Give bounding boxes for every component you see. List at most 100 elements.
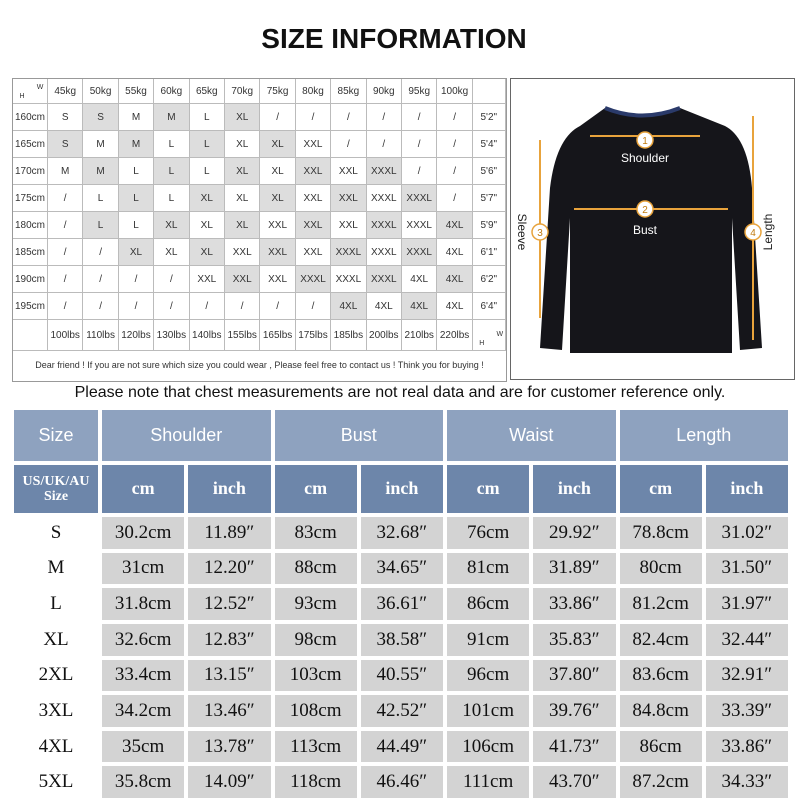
size-cell: S <box>83 104 119 131</box>
measurement: 42.52″ <box>358 693 445 729</box>
pounds: 200lbs <box>366 320 402 351</box>
size-cell: XXXL <box>366 158 402 185</box>
feet: 5'6" <box>472 158 506 185</box>
label-circle <box>531 223 549 241</box>
sub-header: inch <box>186 463 273 515</box>
measurement: 39.76″ <box>531 693 618 729</box>
measurement: 33.86″ <box>703 728 790 765</box>
measurement: 88cm <box>272 550 359 587</box>
size-cell: / <box>437 104 473 131</box>
size-cell: XXXL <box>366 239 402 266</box>
measurement: 111cm <box>445 764 532 800</box>
size-cell: M <box>118 104 155 131</box>
measurement: 12.20″ <box>186 550 273 587</box>
measurement: 86cm <box>617 728 704 765</box>
size-cell: / <box>83 239 119 266</box>
measurement: 13.15″ <box>186 657 273 694</box>
size-table: Size Shoulder Bust Waist Length US/UK/AU Size… <box>12 408 790 800</box>
collar <box>604 106 681 118</box>
size-cell: L <box>118 185 155 212</box>
size-cell: / <box>48 266 84 293</box>
size-cell: XL <box>189 239 225 266</box>
weight: 90kg <box>366 79 402 104</box>
size-cell: XL <box>189 185 225 212</box>
measurement: 31.97″ <box>703 586 790 622</box>
measurement: 96cm <box>445 657 532 694</box>
corner-h: H <box>479 339 485 347</box>
label-circle <box>744 223 762 241</box>
measurement: 31cm <box>100 550 187 587</box>
size-cell: XL <box>260 158 296 185</box>
size-cell: / <box>48 293 84 320</box>
sub-header: cm <box>617 463 704 515</box>
weight: 60kg <box>154 79 190 104</box>
size-cell: XL <box>225 158 261 185</box>
size-cell: XXL <box>331 158 367 185</box>
size-cell: M <box>48 158 84 185</box>
measurement: 76cm <box>445 515 532 551</box>
corner-h: H <box>19 92 25 100</box>
size-cell: 4XL <box>402 266 438 293</box>
size-cell: / <box>402 158 438 185</box>
group-header: Bust <box>272 408 445 463</box>
size-cell: XL <box>225 104 261 131</box>
measurement: 36.61″ <box>358 586 445 622</box>
measurement: 11.89″ <box>186 515 273 551</box>
size-cell: XXXL <box>331 266 367 293</box>
size-cell: / <box>118 266 155 293</box>
weight: 75kg <box>260 79 296 104</box>
size-cell: / <box>118 293 155 320</box>
size-cell: M <box>83 158 119 185</box>
weight: 85kg <box>331 79 367 104</box>
sub-header: US/UK/AU Size <box>12 463 100 515</box>
group-header: Length <box>617 408 790 463</box>
size-cell: XXL <box>225 266 261 293</box>
pounds: 120lbs <box>118 320 155 351</box>
sub-header: cm <box>445 463 532 515</box>
size-cell: XXXL <box>331 239 367 266</box>
size-cell: XXL <box>295 158 332 185</box>
weight: 80kg <box>295 79 332 104</box>
measurement: 40.55″ <box>358 657 445 694</box>
pounds: 210lbs <box>402 320 438 351</box>
size: 4XL <box>12 728 100 765</box>
corner-w: W <box>496 330 504 338</box>
measurement: 38.58″ <box>358 621 445 658</box>
pounds: 185lbs <box>331 320 367 351</box>
size-cell: / <box>189 293 225 320</box>
measurement: 34.65″ <box>358 550 445 587</box>
sub-header: inch <box>358 463 445 515</box>
size-cell: L <box>154 185 190 212</box>
measurement: 113cm <box>272 728 359 765</box>
size: XL <box>12 621 100 658</box>
pounds: 140lbs <box>189 320 225 351</box>
size-cell: / <box>154 266 190 293</box>
measurement: 46.46″ <box>358 764 445 800</box>
size-cell: / <box>154 293 190 320</box>
size-cell: / <box>295 104 332 131</box>
height: 190cm <box>13 266 48 293</box>
size-cell: L <box>154 131 190 158</box>
size: S <box>12 515 100 551</box>
measurement: 30.2cm <box>100 515 187 551</box>
size-cell: 4XL <box>437 239 473 266</box>
size-cell: 4XL <box>331 293 367 320</box>
size-cell: L <box>83 212 119 239</box>
grid-footer: Dear friend ! If you are not sure which … <box>35 360 484 370</box>
measurement: 84.8cm <box>617 693 704 729</box>
size-cell: L <box>83 185 119 212</box>
measurement: 41.73″ <box>531 728 618 765</box>
size-cell: M <box>154 104 190 131</box>
measurement: 35cm <box>100 728 187 765</box>
height: 165cm <box>13 131 48 158</box>
size-cell: / <box>295 293 332 320</box>
size-cell: / <box>437 185 473 212</box>
weight: 55kg <box>118 79 155 104</box>
label-number: 3 <box>537 228 543 239</box>
size-cell: XL <box>154 212 190 239</box>
size-cell: L <box>189 131 225 158</box>
measurement: 83.6cm <box>617 657 704 694</box>
size-cell: / <box>402 131 438 158</box>
height: 195cm <box>13 293 48 320</box>
height: 175cm <box>13 185 48 212</box>
